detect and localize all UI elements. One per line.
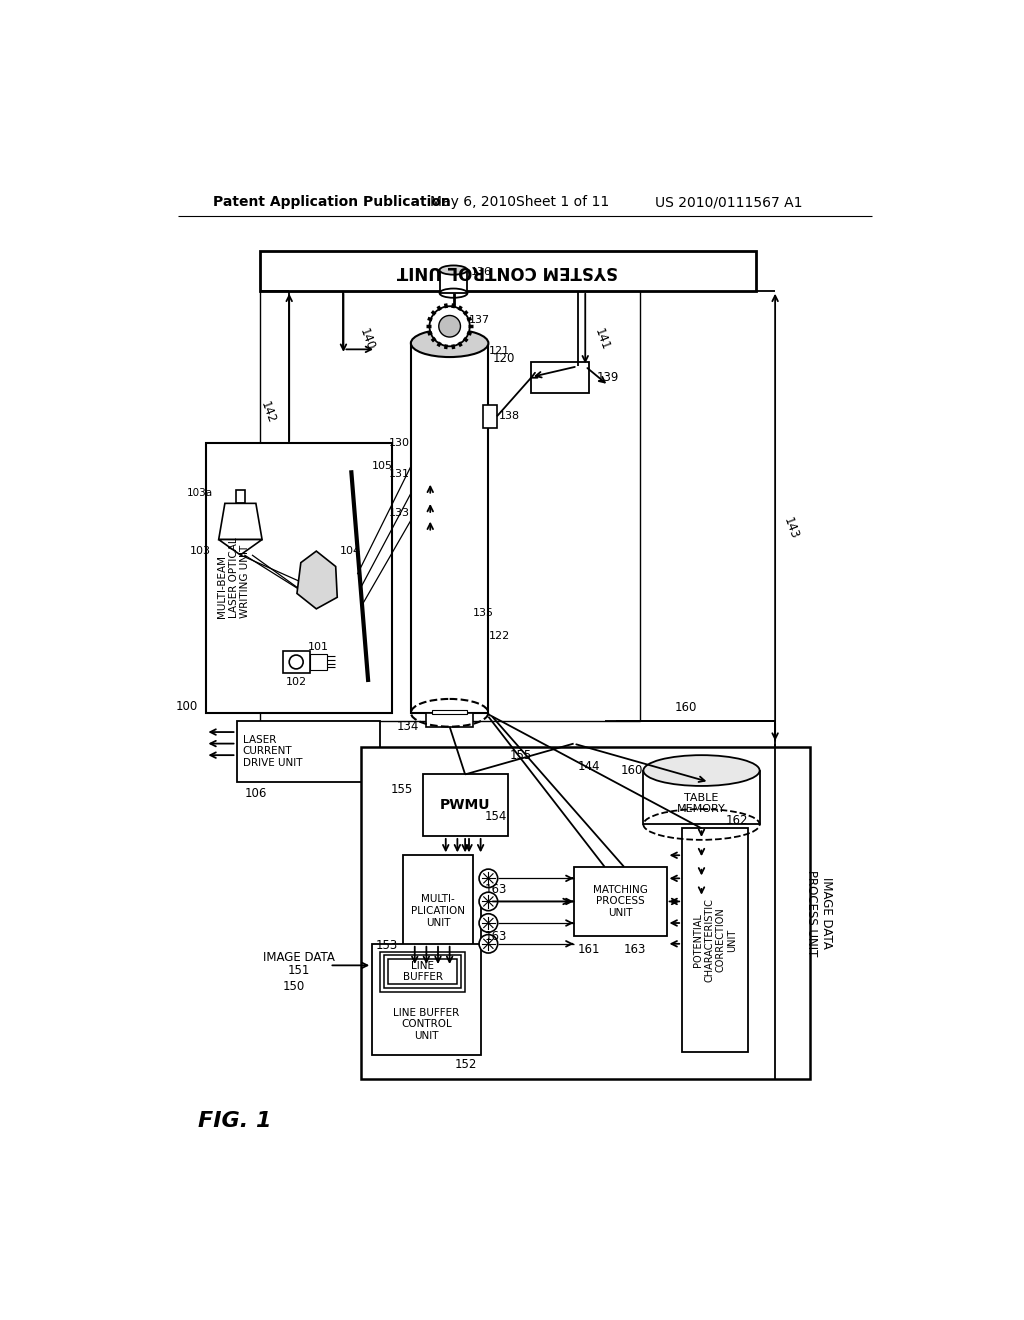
- Bar: [360, 747, 810, 1078]
- Text: Patent Application Publication: Patent Application Publication: [213, 195, 451, 210]
- Text: 155: 155: [391, 783, 414, 796]
- Text: 139: 139: [597, 371, 620, 384]
- Bar: [236, 490, 245, 503]
- Bar: [411, 343, 488, 713]
- Circle shape: [289, 655, 303, 669]
- Circle shape: [438, 315, 461, 337]
- Bar: [403, 855, 473, 966]
- Bar: [388, 960, 458, 983]
- Text: PWMU: PWMU: [440, 799, 490, 812]
- Ellipse shape: [411, 330, 488, 358]
- Text: US 2010/0111567 A1: US 2010/0111567 A1: [655, 195, 803, 210]
- Bar: [237, 721, 380, 781]
- Text: 144: 144: [578, 760, 600, 774]
- Text: 136: 136: [471, 268, 493, 277]
- Text: 120: 120: [493, 352, 515, 366]
- Bar: [384, 956, 461, 987]
- Polygon shape: [219, 503, 262, 540]
- Text: 100: 100: [175, 700, 198, 713]
- Bar: [206, 444, 391, 713]
- Text: POTENTIAL
CHARACTERISTIC
CORRECTION
UNIT: POTENTIAL CHARACTERISTIC CORRECTION UNIT: [692, 898, 737, 982]
- Polygon shape: [219, 540, 262, 554]
- Text: LINE BUFFER
CONTROL
UNIT: LINE BUFFER CONTROL UNIT: [393, 1007, 460, 1040]
- Text: Sheet 1 of 11: Sheet 1 of 11: [515, 195, 608, 210]
- Text: 138: 138: [499, 412, 519, 421]
- Ellipse shape: [643, 755, 760, 785]
- Bar: [423, 775, 508, 836]
- Text: 161: 161: [578, 944, 600, 957]
- Circle shape: [479, 935, 498, 953]
- Text: 163: 163: [484, 929, 507, 942]
- Text: 142: 142: [258, 400, 278, 425]
- Text: 121: 121: [488, 346, 510, 356]
- Text: 131: 131: [389, 469, 410, 479]
- Text: 130: 130: [389, 438, 410, 449]
- Bar: [439, 271, 467, 293]
- Text: MATCHING
PROCESS
UNIT: MATCHING PROCESS UNIT: [593, 884, 647, 917]
- Ellipse shape: [439, 265, 467, 275]
- Bar: [573, 867, 667, 936]
- Text: 133: 133: [389, 508, 410, 517]
- Circle shape: [429, 306, 470, 346]
- Text: 134: 134: [396, 721, 419, 733]
- Text: LASER
CURRENT
DRIVE UNIT: LASER CURRENT DRIVE UNIT: [243, 735, 302, 768]
- Text: 155: 155: [510, 748, 532, 762]
- Text: 143: 143: [780, 515, 801, 541]
- Text: 135: 135: [473, 607, 494, 618]
- Bar: [426, 713, 473, 726]
- Circle shape: [479, 892, 498, 911]
- Bar: [531, 363, 589, 393]
- Circle shape: [479, 913, 498, 932]
- Text: 163: 163: [624, 944, 646, 957]
- Text: 160: 160: [675, 701, 697, 714]
- Text: 105: 105: [372, 462, 393, 471]
- Bar: [643, 771, 760, 825]
- Text: 104: 104: [340, 546, 360, 556]
- Text: 151: 151: [288, 964, 309, 977]
- Circle shape: [479, 869, 498, 887]
- Bar: [260, 251, 756, 290]
- Text: 103: 103: [189, 546, 211, 556]
- Bar: [372, 944, 480, 1056]
- Text: 154: 154: [484, 810, 507, 824]
- Text: 153: 153: [376, 939, 398, 952]
- Text: 137: 137: [469, 315, 490, 325]
- Text: 122: 122: [488, 631, 510, 640]
- Text: LINE
BUFFER: LINE BUFFER: [402, 961, 442, 982]
- Text: 160: 160: [621, 764, 643, 777]
- Text: SYSTEM CONTROL UNIT: SYSTEM CONTROL UNIT: [397, 261, 618, 280]
- Text: MULTI-BEAM
LASER OPTICAL
WRITING UNIT: MULTI-BEAM LASER OPTICAL WRITING UNIT: [217, 537, 250, 618]
- Text: MULTI-
PLICATION
UNIT: MULTI- PLICATION UNIT: [411, 895, 465, 928]
- Text: May 6, 2010: May 6, 2010: [430, 195, 516, 210]
- Bar: [432, 710, 467, 714]
- Text: 103a: 103a: [187, 488, 213, 499]
- Bar: [380, 952, 465, 991]
- Text: 163: 163: [484, 883, 507, 896]
- Text: 101: 101: [307, 642, 329, 652]
- Text: 150: 150: [283, 979, 305, 993]
- Text: 141: 141: [592, 326, 611, 352]
- Text: 106: 106: [245, 787, 266, 800]
- Text: 140: 140: [356, 326, 377, 352]
- Text: TABLE
MEMORY: TABLE MEMORY: [677, 793, 726, 814]
- Bar: [260, 290, 640, 721]
- Bar: [310, 655, 328, 669]
- Text: IMAGE DATA: IMAGE DATA: [262, 952, 335, 964]
- Bar: [483, 405, 497, 428]
- Text: IMAGE DATA
PROCESS UNIT: IMAGE DATA PROCESS UNIT: [805, 870, 834, 956]
- Text: 162: 162: [725, 814, 748, 828]
- Polygon shape: [297, 552, 337, 609]
- Text: 152: 152: [455, 1059, 477, 1072]
- Bar: [682, 829, 748, 1052]
- Text: FIG. 1: FIG. 1: [198, 1111, 271, 1131]
- Bar: [283, 651, 310, 673]
- Text: 102: 102: [286, 677, 307, 686]
